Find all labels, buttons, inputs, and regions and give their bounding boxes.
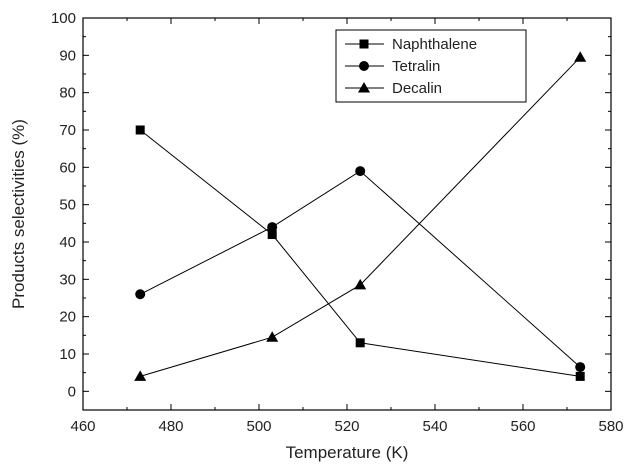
legend-label: Naphthalene [392,36,477,53]
y-tick-label: 30 [59,271,76,288]
data-point-naphthalene [575,371,585,381]
y-tick-label: 40 [59,234,76,251]
series-decalin [134,51,587,381]
y-tick-label: 70 [59,122,76,139]
data-point-naphthalene [267,230,277,240]
series-line-tetralin [139,170,581,368]
legend-label: Decalin [392,80,442,97]
series-line-decalin [140,56,581,377]
data-point-tetralin [135,289,146,300]
x-tick-label: 580 [598,418,623,435]
y-tick-label: 0 [68,383,76,400]
data-point-decalin [354,278,367,290]
legend-marker-naphthalene [359,39,369,49]
y-axis-title: Products selectivities (%) [9,119,28,309]
x-axis-ticks: 460 480 500 520 540 560 580 [70,18,624,435]
series-tetralin [135,166,586,373]
legend-marker-decalin [358,82,370,93]
data-point-decalin [574,51,587,62]
y-tick-label: 80 [59,85,76,102]
x-tick-label: 560 [510,418,535,435]
y-tick-label: 50 [59,197,76,214]
series-line-naphthalene [139,129,581,377]
y-tick-label: 60 [59,159,76,176]
legend-item-tetralin: Tetralin [345,58,440,75]
x-tick-label: 480 [158,418,183,435]
data-point-tetralin [267,222,278,233]
y-tick-label: 90 [59,47,76,64]
y-axis-ticks: 0 10 20 30 40 50 60 70 80 90 100 [51,10,611,400]
x-tick-label: 540 [422,418,447,435]
x-axis-title: Temperature (K) [286,443,409,462]
x-tick-label: 500 [246,418,271,435]
data-point-tetralin [575,362,586,373]
legend: Naphthalene Tetralin Decalin [335,29,527,103]
legend-marker-tetralin [359,61,369,71]
legend-item-decalin: Decalin [345,80,442,97]
y-tick-label: 100 [51,10,76,27]
data-point-naphthalene [355,338,365,348]
data-point-decalin [134,370,147,381]
series-layer [134,51,587,381]
y-tick-label: 10 [59,346,76,363]
x-tick-label: 460 [70,418,95,435]
data-point-tetralin [355,166,366,177]
x-tick-label: 520 [334,418,359,435]
y-tick-label: 20 [59,309,76,326]
data-point-naphthalene [135,125,145,135]
data-point-decalin [266,331,279,342]
legend-item-naphthalene: Naphthalene [345,36,477,53]
legend-label: Tetralin [392,58,440,75]
series-naphthalene [135,125,585,381]
